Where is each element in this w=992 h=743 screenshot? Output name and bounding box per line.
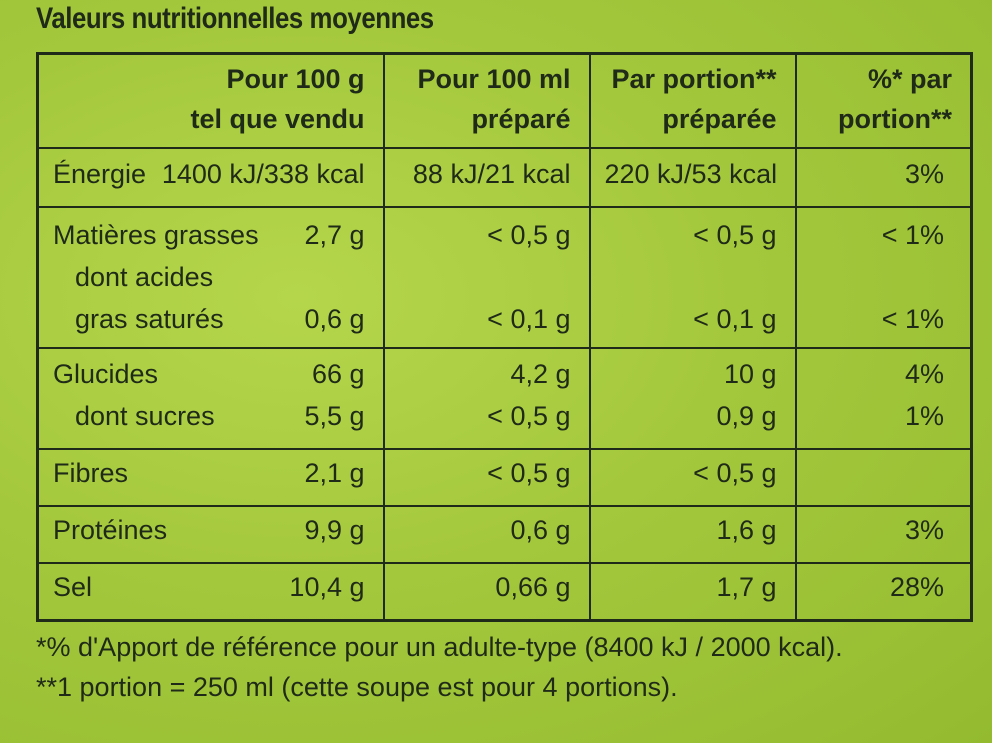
carbs-pct-cell: 4% 1% [794,347,973,450]
salt-label-cell: Sel 10,4 g [36,562,385,622]
protein-portion: 1,6 g [588,504,797,565]
energy-label-cell: Énergie 1400 kJ/338 kcal [36,146,385,209]
fat-per-100g: 2,7 g [304,220,365,251]
header-pct-portion: %* par portion** [794,52,973,149]
energy-per-100g: 1400 kJ/338 kcal [161,158,365,189]
header-per-100g-line1: Pour 100 g [226,64,365,94]
header-per-100ml-line1: Pour 100 ml [417,64,571,94]
fibre-per-100ml: < 0,5 g [382,447,591,507]
fibre-portion: < 0,5 g [588,447,797,507]
header-per-100ml-line2: préparé [471,104,571,134]
energy-per-100ml: 88 kJ/21 kcal [382,146,591,209]
fibre-label: Fibres [53,457,129,488]
table-title: Valeurs nutritionnelles moyennes [36,2,434,35]
fat-portion: < 0,5 g [693,220,777,251]
header-per-portion-line1: Par portion** [611,64,777,94]
satfat-per-100ml: < 0,1 g [487,304,571,335]
fibre-pct [794,447,973,507]
header-row: Pour 100 g tel que vendu Pour 100 ml pré… [36,52,973,149]
carbs-portion: 10 g [723,359,777,390]
carbs-portion-cell: 10 g 0,9 g [588,347,797,450]
fibre-per-100g: 2,1 g [304,457,365,488]
sugars-per-100ml: < 0,5 g [487,401,571,432]
footnote-portion-size: **1 portion = 250 ml (cette soupe est po… [36,672,678,702]
fat-label-cell: Matières grasses 2,7 g dont acides gras … [36,206,385,350]
fat-portion-cell: < 0,5 g . < 0,1 g [588,206,797,350]
carbs-pct: 4% [904,359,944,390]
table-row-fibre: Fibres 2,1 g < 0,5 g < 0,5 g [36,447,973,507]
header-pct-portion-line1: %* par [867,64,952,94]
sugars-per-100g: 5,5 g [304,401,365,432]
footnote-reference-intake: *% d'Apport de référence pour un adulte-… [36,632,843,662]
fibre-label-cell: Fibres 2,1 g [36,447,385,507]
fat-pct: < 1% [881,220,944,251]
salt-label: Sel [53,572,93,603]
energy-label: Énergie [53,158,147,189]
sugars-portion: 0,9 g [716,401,777,432]
header-per-100ml: Pour 100 ml préparé [382,52,591,149]
sugars-label: dont sucres [75,401,215,432]
protein-label: Protéines [53,514,168,545]
protein-per-100g: 9,9 g [304,514,365,545]
energy-pct: 3% [794,146,973,209]
carbs-per-100ml: 4,2 g [510,359,571,390]
table-row-carbs: Glucides 66 g dont sucres 5,5 g 4,2 g < … [36,347,973,450]
carbs-label: Glucides [53,359,159,390]
satfat-per-100g: 0,6 g [304,304,365,335]
energy-portion: 220 kJ/53 kcal [588,146,797,209]
table-row-salt: Sel 10,4 g 0,66 g 1,7 g 28% [36,562,973,622]
table-row-protein: Protéines 9,9 g 0,6 g 1,6 g 3% [36,504,973,565]
satfat-label-line2: gras saturés [75,304,224,335]
salt-pct: 28% [794,562,973,622]
header-per-portion-line2: préparée [662,104,777,134]
fat-label: Matières grasses [53,220,259,251]
carbs-label-cell: Glucides 66 g dont sucres 5,5 g [36,347,385,450]
carbs-per-100ml-cell: 4,2 g < 0,5 g [382,347,591,450]
satfat-portion: < 0,1 g [693,304,777,335]
satfat-label-line1: dont acides [75,262,214,293]
header-pct-portion-line2: portion** [838,104,952,134]
protein-pct: 3% [794,504,973,565]
protein-per-100ml: 0,6 g [382,504,591,565]
table-row-energy: Énergie 1400 kJ/338 kcal 88 kJ/21 kcal 2… [36,146,973,209]
satfat-pct: < 1% [881,304,944,335]
carbs-per-100g: 66 g [311,359,365,390]
header-per-portion: Par portion** préparée [588,52,797,149]
sugars-pct: 1% [904,401,944,432]
salt-per-100g: 10,4 g [289,572,365,603]
fat-per-100ml-cell: < 0,5 g . < 0,1 g [382,206,591,350]
nutrition-table: Pour 100 g tel que vendu Pour 100 ml pré… [36,52,973,622]
fat-per-100ml: < 0,5 g [487,220,571,251]
header-per-100g: Pour 100 g tel que vendu [36,52,385,149]
protein-label-cell: Protéines 9,9 g [36,504,385,565]
salt-per-100ml: 0,66 g [382,562,591,622]
fat-pct-cell: < 1% . < 1% [794,206,973,350]
table-row-fat: Matières grasses 2,7 g dont acides gras … [36,206,973,350]
salt-portion: 1,7 g [588,562,797,622]
header-per-100g-line2: tel que vendu [190,104,365,134]
